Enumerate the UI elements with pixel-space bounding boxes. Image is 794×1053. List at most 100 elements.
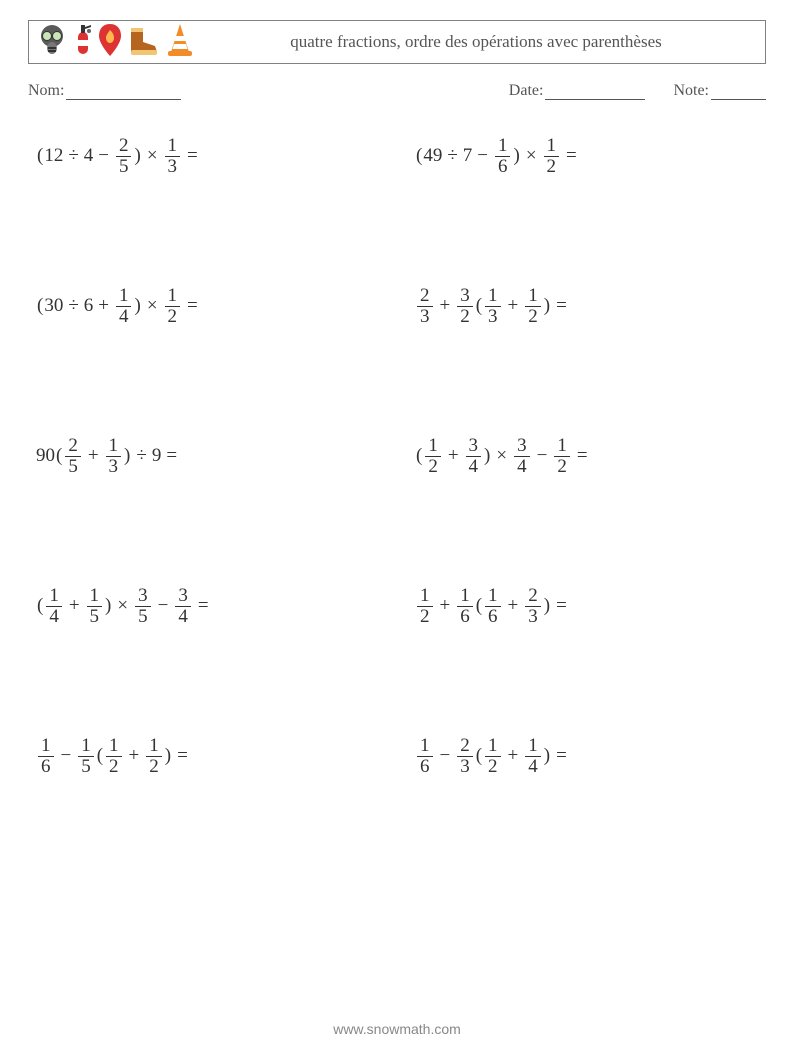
denominator: 5 — [65, 456, 81, 477]
close-paren: ) — [512, 145, 520, 167]
shield-flame-icon — [97, 22, 123, 63]
operator: + — [508, 595, 519, 617]
number: 30 — [44, 295, 63, 317]
denominator: 3 — [417, 306, 433, 327]
numerator: 1 — [146, 736, 162, 756]
operator: + — [508, 295, 519, 317]
denominator: 5 — [135, 606, 151, 627]
operator: ÷ — [136, 445, 146, 467]
fraction: 35 — [135, 586, 151, 627]
operator: − — [537, 445, 548, 467]
numerator: 1 — [38, 736, 54, 756]
numerator: 3 — [457, 286, 473, 306]
date-blank[interactable] — [545, 84, 645, 100]
fraction: 13 — [106, 436, 122, 477]
problem-8: 12+16(16+23)= — [407, 580, 766, 730]
expression: (30÷6+14)×12= — [36, 286, 203, 327]
traffic-cone-icon — [165, 22, 195, 63]
expression: (12÷4−25)×13= — [36, 136, 203, 177]
denominator: 2 — [417, 606, 433, 627]
fraction: 34 — [175, 586, 191, 627]
operator: = — [177, 745, 188, 767]
operator: ÷ — [447, 145, 457, 167]
worksheet-page: quatre fractions, ordre des opérations a… — [0, 0, 794, 1053]
denominator: 2 — [554, 456, 570, 477]
numerator: 1 — [554, 436, 570, 456]
numerator: 1 — [78, 736, 94, 756]
open-paren: ( — [96, 745, 104, 767]
denominator: 5 — [87, 606, 103, 627]
denominator: 2 — [457, 306, 473, 327]
date-field: Date: — [509, 82, 646, 100]
header-box: quatre fractions, ordre des opérations a… — [28, 20, 766, 64]
operator: + — [440, 595, 451, 617]
numerator: 1 — [417, 736, 433, 756]
fraction: 12 — [554, 436, 570, 477]
number: 4 — [84, 145, 94, 167]
operator: + — [448, 445, 459, 467]
fraction: 12 — [425, 436, 441, 477]
operator: × — [147, 295, 158, 317]
numerator: 3 — [466, 436, 482, 456]
denominator: 3 — [165, 156, 181, 177]
denominator: 2 — [425, 456, 441, 477]
problem-9: 16−15(12+12)= — [28, 730, 387, 880]
close-paren: ) — [543, 745, 551, 767]
number: 12 — [44, 145, 63, 167]
denominator: 2 — [146, 756, 162, 777]
operator: = — [198, 595, 209, 617]
denominator: 2 — [165, 306, 181, 327]
fraction: 25 — [65, 436, 81, 477]
operator: × — [117, 595, 128, 617]
denominator: 6 — [485, 606, 501, 627]
operator: × — [147, 145, 158, 167]
denominator: 4 — [116, 306, 132, 327]
open-paren: ( — [55, 445, 63, 467]
expression: 23+32(13+12)= — [415, 286, 572, 327]
operator: × — [496, 445, 507, 467]
numerator: 1 — [425, 436, 441, 456]
operator: = — [556, 595, 567, 617]
fraction: 12 — [544, 136, 560, 177]
number: 90 — [36, 445, 55, 467]
operator: = — [187, 145, 198, 167]
denominator: 4 — [525, 756, 541, 777]
operator: = — [577, 445, 588, 467]
numerator: 1 — [116, 286, 132, 306]
close-paren: ) — [164, 745, 172, 767]
name-blank[interactable] — [66, 84, 181, 100]
fraction: 23 — [417, 286, 433, 327]
fraction: 34 — [466, 436, 482, 477]
denominator: 4 — [175, 606, 191, 627]
operator: × — [526, 145, 537, 167]
operator: ÷ — [68, 295, 78, 317]
note-label: Note: — [673, 82, 709, 100]
fraction: 16 — [457, 586, 473, 627]
operator: = — [556, 745, 567, 767]
fraction: 14 — [525, 736, 541, 777]
numerator: 1 — [417, 586, 433, 606]
numerator: 1 — [525, 736, 541, 756]
numerator: 1 — [106, 436, 122, 456]
denominator: 5 — [78, 756, 94, 777]
numerator: 2 — [417, 286, 433, 306]
denominator: 3 — [106, 456, 122, 477]
denominator: 5 — [116, 156, 132, 177]
numerator: 1 — [485, 736, 501, 756]
open-paren: ( — [475, 295, 483, 317]
operator: = — [556, 295, 567, 317]
date-label: Date: — [509, 82, 544, 100]
denominator: 2 — [525, 306, 541, 327]
fraction: 13 — [165, 136, 181, 177]
problem-7: (14+15)×35−34= — [28, 580, 387, 730]
numerator: 3 — [514, 436, 530, 456]
problem-4: 23+32(13+12)= — [407, 280, 766, 430]
expression: 16−15(12+12)= — [36, 736, 193, 777]
name-label: Nom: — [28, 82, 64, 100]
numerator: 1 — [165, 286, 181, 306]
fraction: 16 — [417, 736, 433, 777]
open-paren: ( — [475, 745, 483, 767]
note-blank[interactable] — [711, 84, 766, 100]
numerator: 1 — [485, 286, 501, 306]
operator: = — [166, 445, 177, 467]
